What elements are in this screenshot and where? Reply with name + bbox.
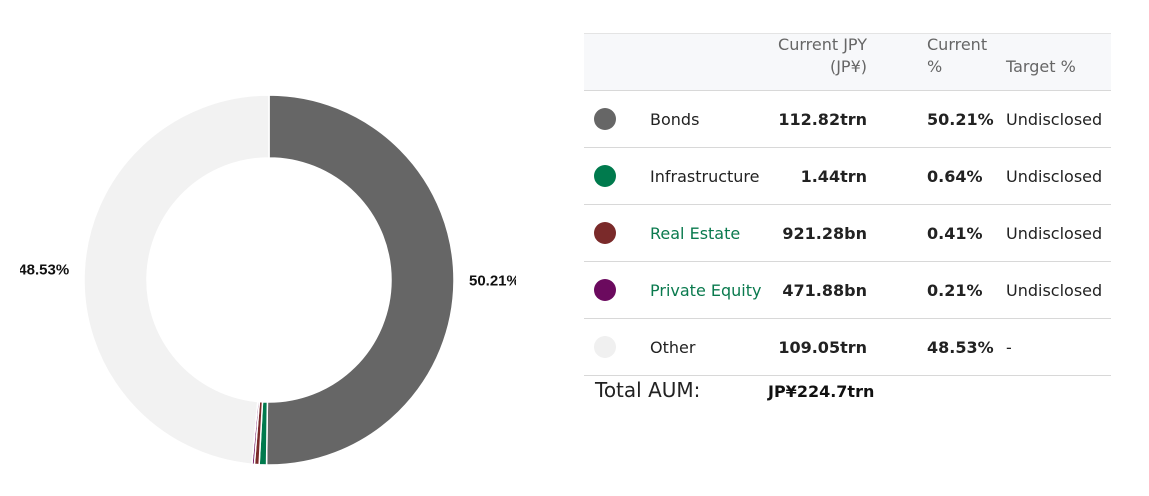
current-pct: 0.41% [927, 224, 983, 243]
table-row: Other 109.05trn 48.53% - [584, 319, 1111, 376]
total-label: Total AUM: [595, 378, 701, 402]
donut-slice [83, 94, 270, 466]
asset-class[interactable]: Real Estate [650, 224, 741, 243]
current-jpy: 471.88bn [782, 281, 867, 300]
header-cell: Target % [1006, 57, 1076, 76]
asset-class: Other [650, 338, 696, 357]
asset-class: Bonds [650, 110, 700, 129]
table-row: Bonds 112.82trn 50.21% Undisclosed [584, 91, 1111, 148]
slice-label: 50.21% [469, 272, 520, 289]
slice-label: 48.53% [18, 262, 69, 279]
current-jpy: 109.05trn [778, 338, 867, 357]
total-value: JP¥224.7trn [768, 382, 875, 401]
current-pct: 48.53% [927, 338, 994, 357]
current-jpy: 112.82trn [778, 110, 867, 129]
current-jpy: 1.44trn [800, 167, 867, 186]
legend-dot [594, 279, 616, 301]
current-pct: 50.21% [927, 110, 994, 129]
table-header: Current JPY (JP¥) Current % Target % [584, 33, 1111, 91]
header-cell: Current JPY (JP¥) [778, 35, 867, 76]
target-pct: - [1006, 338, 1012, 357]
table-row: Real Estate 921.28bn 0.41% Undisclosed [584, 205, 1111, 262]
target-pct: Undisclosed [1006, 110, 1103, 129]
donut-chart: 50.21% 48.53% [18, 94, 520, 466]
header-cell: Current % [927, 35, 988, 76]
asset-class: Infrastructure [650, 167, 760, 186]
current-pct: 0.21% [927, 281, 983, 300]
target-pct: Undisclosed [1006, 281, 1103, 300]
total-row: Total AUM: JP¥224.7trn [584, 376, 1111, 406]
donut-slice [265, 94, 455, 466]
target-pct: Undisclosed [1006, 167, 1103, 186]
table-row: Private Equity 471.88bn 0.21% Undisclosed [584, 262, 1111, 319]
legend-dot [594, 165, 616, 187]
table-row: Infrastructure 1.44trn 0.64% Undisclosed [584, 148, 1111, 205]
asset-class[interactable]: Private Equity [650, 281, 762, 300]
legend-dot [594, 336, 616, 358]
legend-dot [594, 108, 616, 130]
allocation-table: Current JPY (JP¥) Current % Target % Bon… [584, 33, 1111, 406]
current-pct: 0.64% [927, 167, 983, 186]
current-jpy: 921.28bn [782, 224, 867, 243]
legend-dot [594, 222, 616, 244]
target-pct: Undisclosed [1006, 224, 1103, 243]
